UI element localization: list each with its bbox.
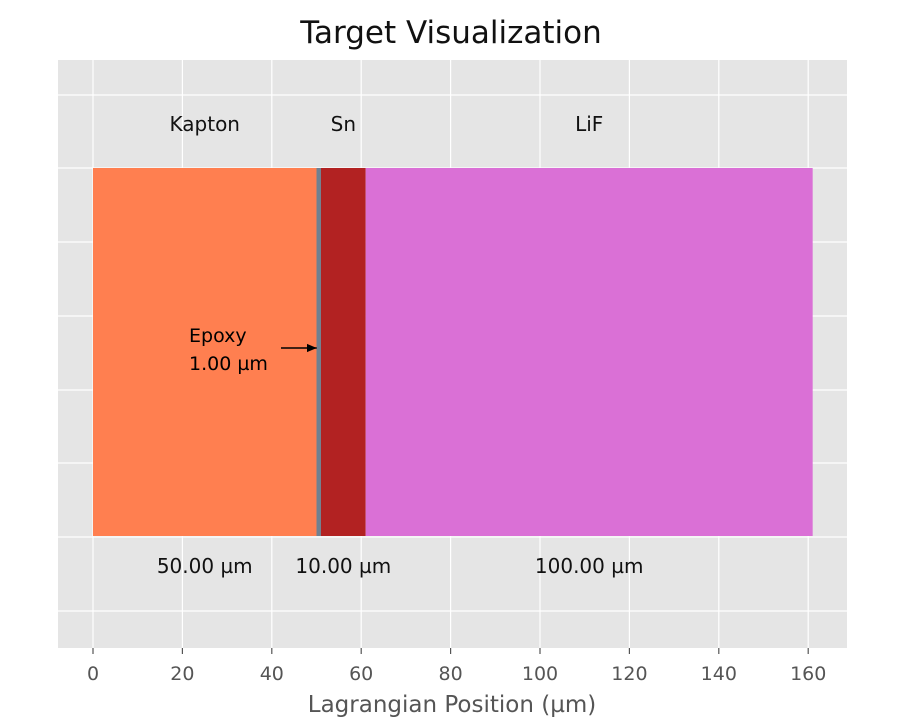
layer-bar-lif xyxy=(365,168,813,536)
x-tick-label-5: 100 xyxy=(522,663,558,685)
annotation-epoxy-thickness: 1.00 µm xyxy=(189,353,268,375)
thickness-label-lif: 100.00 µm xyxy=(535,554,644,578)
annotation-epoxy-name: Epoxy xyxy=(189,325,247,347)
x-tick-label-7: 140 xyxy=(701,663,737,685)
chart-title: Target Visualization xyxy=(299,15,602,51)
x-tick-label-1: 20 xyxy=(170,663,194,685)
thickness-label-sn: 10.00 µm xyxy=(295,554,391,578)
annotations: Epoxy 1.00 µm xyxy=(189,325,317,375)
x-tick-label-3: 60 xyxy=(349,663,373,685)
layer-names: Kapton Sn LiF xyxy=(170,112,604,136)
layer-name-lif: LiF xyxy=(575,112,603,136)
x-tick-label-8: 160 xyxy=(790,663,826,685)
layer-bar-sn xyxy=(320,168,366,536)
layer-bar-epoxy xyxy=(316,168,321,536)
layer-bars xyxy=(93,168,813,536)
layer-bar-kapton xyxy=(93,168,317,536)
x-axis-ticks: 0 20 40 60 80 100 120 140 160 xyxy=(87,648,826,685)
x-tick-label-2: 40 xyxy=(260,663,284,685)
layer-name-sn: Sn xyxy=(331,112,356,136)
x-axis-label: Lagrangian Position (µm) xyxy=(308,692,596,718)
x-tick-label-0: 0 xyxy=(87,663,99,685)
layer-name-kapton: Kapton xyxy=(170,112,240,136)
thickness-labels: 50.00 µm 10.00 µm 100.00 µm xyxy=(157,554,644,578)
thickness-label-kapton: 50.00 µm xyxy=(157,554,253,578)
x-tick-label-4: 80 xyxy=(439,663,463,685)
x-tick-label-6: 120 xyxy=(611,663,647,685)
